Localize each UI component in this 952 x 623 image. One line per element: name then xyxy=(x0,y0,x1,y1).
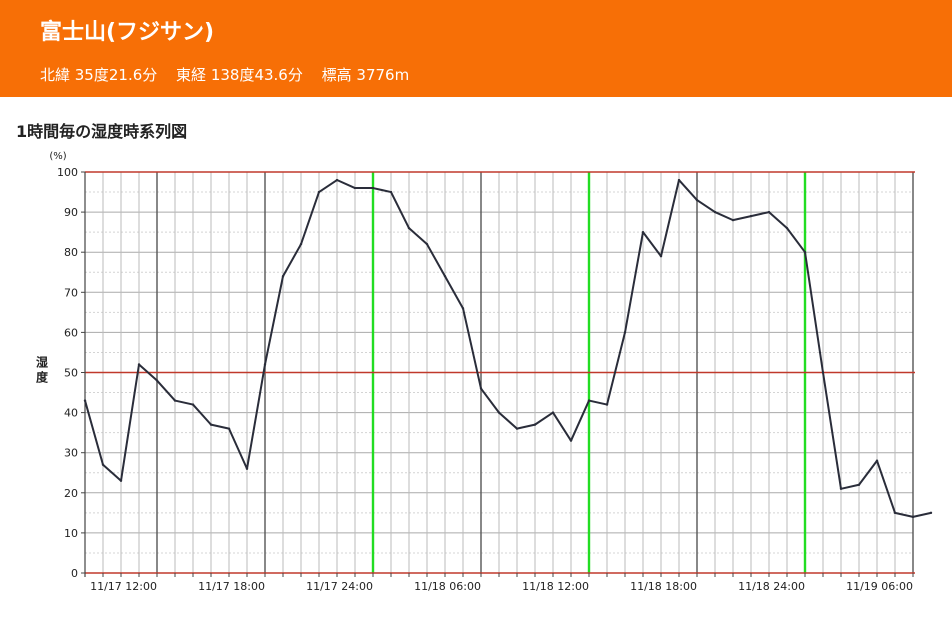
y-tick-label: 20 xyxy=(64,487,78,500)
elevation: 標高 3776m xyxy=(321,66,410,84)
y-tick-label: 60 xyxy=(64,326,78,339)
data-point xyxy=(191,403,195,406)
data-point xyxy=(209,423,213,426)
data-point xyxy=(587,399,591,402)
humidity-line xyxy=(84,179,932,518)
y-tick-label: 0 xyxy=(71,567,78,580)
y-tick-label: 90 xyxy=(64,206,78,219)
data-point xyxy=(533,423,537,426)
data-point xyxy=(713,210,717,214)
data-point xyxy=(245,467,249,470)
chart-title: 1時間毎の湿度時系列図 xyxy=(16,122,188,141)
data-point xyxy=(929,511,933,515)
data-point xyxy=(641,230,645,234)
station-title: 富士山(フジサン) xyxy=(40,20,215,45)
longitude: 東経 138度43.6分 xyxy=(176,66,303,84)
y-tick-label: 10 xyxy=(64,527,78,540)
station-header: 富士山(フジサン) 北緯 35度21.6分 東経 138度43.6分 標高 37… xyxy=(0,0,952,97)
data-point xyxy=(119,479,123,482)
data-point xyxy=(425,242,429,246)
x-tick-label: 11/17 24:00 xyxy=(306,580,373,593)
data-point xyxy=(335,178,339,182)
humidity-chart: 0 10 20 30 40 50 60 70 80 90 100 (%) 湿度 11/17 12:00 11… xyxy=(36,151,933,593)
data-point xyxy=(911,515,915,519)
latitude: 北緯 35度21.6分 xyxy=(40,66,158,84)
data-point xyxy=(173,399,177,402)
data-point xyxy=(461,307,465,310)
data-point xyxy=(263,363,267,366)
x-tick-label: 11/19 06:00 xyxy=(846,580,913,593)
x-tick-label: 11/18 06:00 xyxy=(414,580,481,593)
data-point xyxy=(803,251,807,254)
data-point xyxy=(317,190,321,194)
y-tick-label: 100 xyxy=(57,166,78,179)
y-axis-label: 湿 xyxy=(36,355,48,370)
data-point xyxy=(155,379,159,382)
data-point xyxy=(353,186,357,190)
y-axis-label: 度 xyxy=(36,370,49,385)
data-point xyxy=(227,427,231,430)
y-tick-label: 50 xyxy=(64,367,78,380)
y-tick-label: 70 xyxy=(64,286,78,299)
y-unit-label: (%) xyxy=(49,151,66,162)
x-tick-label: 11/17 12:00 xyxy=(90,580,157,593)
data-point xyxy=(443,275,447,278)
data-point xyxy=(767,210,771,214)
data-point xyxy=(893,511,897,515)
data-point xyxy=(749,214,753,218)
y-tick-label: 30 xyxy=(64,447,78,460)
data-point xyxy=(875,459,879,462)
data-point xyxy=(407,226,411,230)
data-point xyxy=(731,218,735,222)
y-tick-label: 40 xyxy=(64,407,78,420)
x-tick-label: 11/18 12:00 xyxy=(522,580,589,593)
x-tick-label: 11/18 24:00 xyxy=(738,580,805,593)
data-point xyxy=(299,242,303,246)
data-point xyxy=(839,487,843,490)
data-point xyxy=(569,439,573,442)
data-point xyxy=(83,399,87,402)
data-point xyxy=(659,255,663,258)
data-point xyxy=(605,403,609,406)
data-point xyxy=(623,331,627,334)
station-coordinates: 北緯 35度21.6分 東経 138度43.6分 標高 3776m xyxy=(40,64,423,85)
data-point xyxy=(371,186,375,190)
data-point xyxy=(785,226,789,230)
data-point xyxy=(677,178,681,182)
y-tick-label: 80 xyxy=(64,246,78,259)
data-point xyxy=(821,371,825,374)
data-point xyxy=(101,463,105,466)
x-tick-label: 11/17 18:00 xyxy=(198,580,265,593)
x-tick-label: 11/18 18:00 xyxy=(630,580,697,593)
data-point xyxy=(389,190,393,194)
data-point xyxy=(515,427,519,430)
data-point xyxy=(497,411,501,414)
data-point xyxy=(281,275,285,278)
data-point xyxy=(137,363,141,366)
data-point xyxy=(695,198,699,202)
data-point xyxy=(551,411,555,414)
data-point xyxy=(479,387,483,390)
data-point xyxy=(857,483,861,486)
